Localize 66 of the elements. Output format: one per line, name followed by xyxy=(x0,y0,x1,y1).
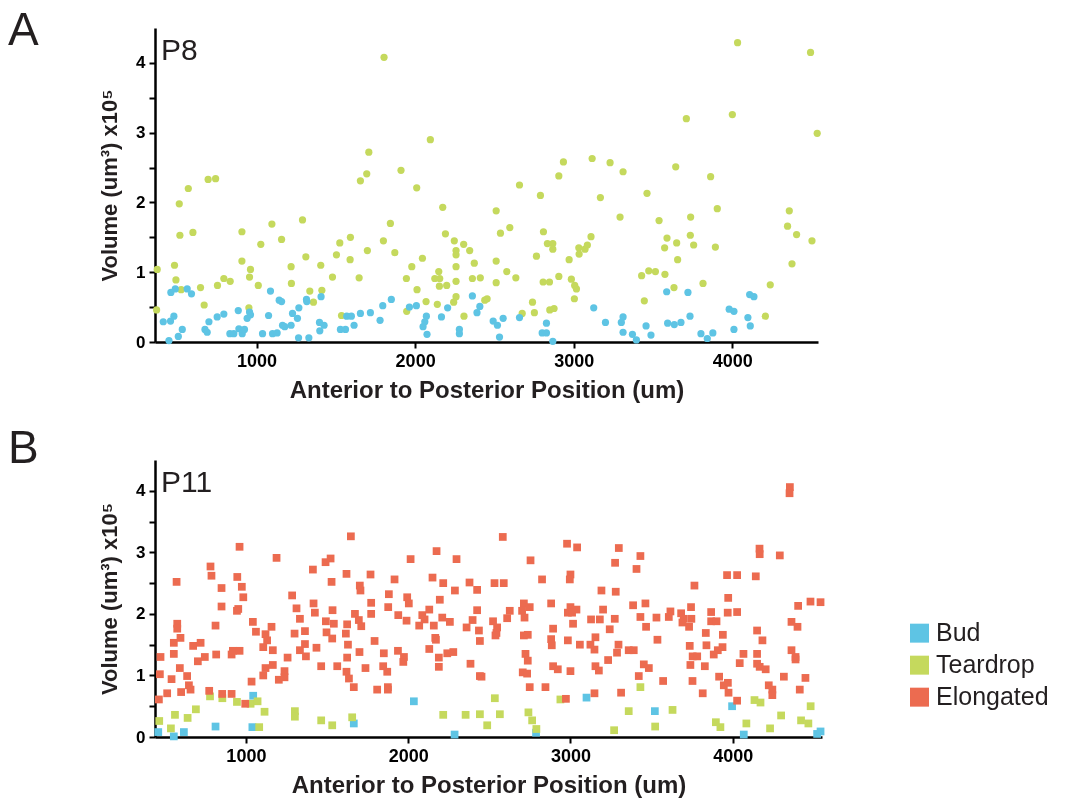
y-tick-label: 0 xyxy=(136,727,146,747)
y-tick-label: 1 xyxy=(136,665,146,685)
point xyxy=(804,719,813,728)
point xyxy=(439,710,448,719)
point xyxy=(253,697,262,706)
x-tick-label: 2000 xyxy=(388,745,429,766)
point xyxy=(766,724,774,733)
x-tick-label: 3000 xyxy=(554,350,595,371)
legend-label: Teardrop xyxy=(936,650,1035,679)
point xyxy=(183,714,192,722)
y-tick-label: 2 xyxy=(136,604,146,624)
point xyxy=(409,697,418,706)
point xyxy=(668,706,677,714)
point xyxy=(167,724,175,733)
text: A xyxy=(8,2,39,56)
point xyxy=(155,717,164,725)
point xyxy=(490,694,499,703)
point xyxy=(495,710,504,719)
legend-label: Bud xyxy=(936,618,981,647)
y-axis-title: Volume (um³) x10⁵ xyxy=(97,502,123,696)
point xyxy=(317,716,326,725)
point xyxy=(171,710,179,719)
point xyxy=(461,710,470,719)
point xyxy=(255,723,264,732)
point xyxy=(777,711,785,720)
point xyxy=(610,726,618,735)
y-tick-label: 0 xyxy=(136,332,146,352)
point xyxy=(532,725,541,733)
point xyxy=(154,728,163,736)
y-tick-label: 4 xyxy=(136,481,147,501)
y-tick-label: 1 xyxy=(136,262,146,282)
x-axis-title: Anterior to Posterior Position (um) xyxy=(291,770,687,798)
text: B xyxy=(8,420,39,474)
y-axis-title: Volume (um³) x10⁵ xyxy=(97,89,123,282)
point xyxy=(476,710,484,719)
point xyxy=(483,721,492,730)
x-tick-label: 3000 xyxy=(550,745,591,766)
point xyxy=(650,707,659,716)
x-tick-label: 1000 xyxy=(226,745,267,766)
y-tick-label: 2 xyxy=(136,192,146,212)
chart-title: P11 xyxy=(161,465,213,498)
point xyxy=(806,702,815,711)
point xyxy=(260,707,269,716)
point xyxy=(624,707,633,716)
point xyxy=(169,732,178,741)
chart-title: P8 xyxy=(161,33,198,66)
y-tick-label: 3 xyxy=(136,542,146,562)
y-tick-label: 3 xyxy=(136,123,146,143)
point xyxy=(651,722,660,731)
point xyxy=(233,698,241,706)
point xyxy=(291,712,299,721)
point xyxy=(636,683,645,692)
point xyxy=(716,723,725,732)
x-tick-label: 2000 xyxy=(395,350,436,371)
point xyxy=(328,721,337,730)
legend-label: Elongated xyxy=(936,682,1049,711)
point xyxy=(528,716,537,725)
point xyxy=(348,713,357,722)
x-tick-label: 4000 xyxy=(712,350,753,371)
point xyxy=(192,705,200,714)
point xyxy=(180,728,188,736)
point xyxy=(739,730,748,739)
x-tick-label: 1000 xyxy=(236,350,278,371)
y-tick-label: 4 xyxy=(136,53,147,73)
x-tick-label: 4000 xyxy=(713,745,754,766)
x-axis-title: Anterior to Posterior Position (um) xyxy=(289,375,685,403)
